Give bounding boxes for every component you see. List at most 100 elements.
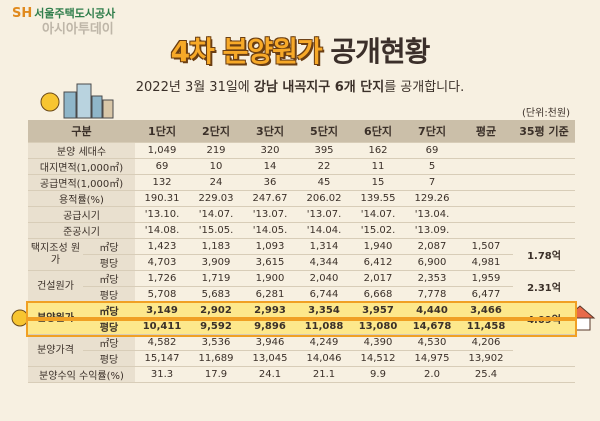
cell-empty	[513, 222, 575, 239]
cell: 1,900	[243, 270, 297, 287]
cell: 1,719	[189, 270, 243, 287]
cell: 5,683	[189, 286, 243, 303]
cell: 2,040	[297, 270, 351, 287]
cell: 162	[351, 142, 405, 159]
cell: 6,281	[243, 286, 297, 303]
cell: '15.02.	[351, 222, 405, 239]
cell: 10	[189, 158, 243, 175]
column-header: 1단지	[135, 120, 189, 143]
cell: '13.09.	[405, 222, 459, 239]
cell: '14.04.	[297, 222, 351, 239]
cell: 69	[135, 158, 189, 175]
group-label: 분양원가	[28, 302, 83, 335]
column-header: 5단지	[297, 120, 351, 143]
group-label: 분양가격	[28, 334, 83, 367]
row-label: 준공시기	[28, 222, 135, 239]
cell-empty	[513, 334, 575, 367]
cell: 14,678	[405, 318, 459, 335]
cell: 3,946	[243, 334, 297, 351]
table-row: 분양가격 ㎡당 4,582 3,536 3,946 4,249 4,390 4,530 4,20…	[28, 334, 575, 367]
unit-label: ㎡당	[83, 302, 135, 319]
unit-label: 평당	[83, 286, 135, 303]
cell-empty	[513, 206, 575, 223]
table-row: 대지면적(1,000㎡) 69 10 14 22 11 5	[28, 158, 575, 175]
coin-icon	[11, 309, 29, 327]
cell: 6,900	[405, 254, 459, 271]
per35-value: 4.09억	[513, 302, 575, 335]
unit-note: (단위:천원)	[522, 108, 570, 119]
cell: 6,477	[459, 286, 513, 303]
table-row: 분양 세대수 1,049 219 320 395 162 69	[28, 142, 575, 159]
title: 4차 분양원가 공개현황	[0, 30, 600, 70]
cell: '15.05.	[189, 222, 243, 239]
cell: 13,902	[459, 350, 513, 367]
unit-label: ㎡당	[83, 334, 135, 351]
group-label: 건설원가	[28, 270, 83, 303]
cell: 4,249	[297, 334, 351, 351]
cell: 7,778	[405, 286, 459, 303]
cell: 14,046	[297, 350, 351, 367]
cell: 11	[351, 158, 405, 175]
subtitle: 2022년 3월 31일에 강남 내곡지구 6개 단지를 공개합니다.	[0, 76, 600, 95]
watermark: 아시아투데이	[42, 22, 114, 37]
cell: '13.04.	[405, 206, 459, 223]
table-row: 평당 5,708 5,683 6,281 6,744 6,668 7,778 6,477	[28, 286, 575, 303]
table-row: 용적률(%) 190.31 229.03 247.67 206.02 139.55 129.…	[28, 190, 575, 207]
cell: '13.10.	[135, 206, 189, 223]
title-rest: 공개현황	[330, 35, 430, 68]
cell: '14.07.	[351, 206, 405, 223]
table-row: 준공시기 '14.08. '15.05. '14.05. '14.04. '15.02. '…	[28, 222, 575, 239]
unit-label: 평당	[83, 318, 135, 335]
column-header: 평균	[459, 120, 513, 143]
buildings-illustration	[40, 83, 114, 119]
cell-empty	[513, 158, 575, 175]
cell: 21.1	[297, 366, 351, 383]
column-header: 3단지	[243, 120, 297, 143]
cell: 14	[243, 158, 297, 175]
cell: 3,957	[351, 302, 405, 319]
cost-table: 구분 1단지 2단지 3단지 5단지 6단지 7단지 평균 35평 기준 분양 세대수 1,049 2…	[26, 120, 577, 383]
cell: 132	[135, 174, 189, 191]
group-label: 택지조성 원가	[28, 238, 83, 271]
table-row: 평당 10,411 9,592 9,896 11,088 13,080 14,678 11,4…	[26, 316, 577, 337]
cell: 9,592	[189, 318, 243, 335]
cell: 1,183	[189, 238, 243, 255]
cell: 3,354	[297, 302, 351, 319]
cell: 31.3	[135, 366, 189, 383]
column-header: 2단지	[189, 120, 243, 143]
table-row: 평당 15,147 11,689 13,045 14,046 14,512 14,975 13…	[28, 350, 575, 367]
logo-text: 서울주택도시공사	[34, 7, 116, 20]
cell: 190.31	[135, 190, 189, 207]
cell-empty	[459, 142, 513, 159]
unit-label: 평당	[83, 350, 135, 367]
table-row: 건설원가 ㎡당 1,726 1,719 1,900 2,040 2,017 2,353 1,95…	[28, 270, 575, 303]
subtitle-post: 를 공개합니다.	[384, 80, 465, 95]
cell-empty	[459, 222, 513, 239]
column-header: 구분	[28, 120, 135, 143]
cell: 4,530	[405, 334, 459, 351]
cell: 1,726	[135, 270, 189, 287]
cell: 15,147	[135, 350, 189, 367]
cell: 11,458	[459, 318, 513, 335]
cell: 1,423	[135, 238, 189, 255]
cell: 3,615	[243, 254, 297, 271]
cell: 139.55	[351, 190, 405, 207]
cell: 13,080	[351, 318, 405, 335]
table-row: 평당 4,703 3,909 3,615 4,344 6,412 6,900 4,981	[28, 254, 575, 271]
cell-empty	[459, 174, 513, 191]
unit-label: 평당	[83, 254, 135, 271]
cell: 206.02	[297, 190, 351, 207]
cell: 247.67	[243, 190, 297, 207]
table-row: 공급면적(1,000㎡) 132 24 36 45 15 7	[28, 174, 575, 191]
row-label: 분양수익 수익률(%)	[28, 366, 135, 383]
cell: 1,507	[459, 238, 513, 255]
cell: 69	[405, 142, 459, 159]
cell-empty	[513, 142, 575, 159]
table-row: 분양원가 ㎡당 3,149 2,902 2,993 3,354 3,957 4,440 3,46…	[26, 300, 577, 335]
cell: 4,981	[459, 254, 513, 271]
cell: 4,344	[297, 254, 351, 271]
cell: '13.07.	[243, 206, 297, 223]
row-label: 대지면적(1,000㎡)	[28, 158, 135, 175]
cell-empty	[513, 190, 575, 207]
